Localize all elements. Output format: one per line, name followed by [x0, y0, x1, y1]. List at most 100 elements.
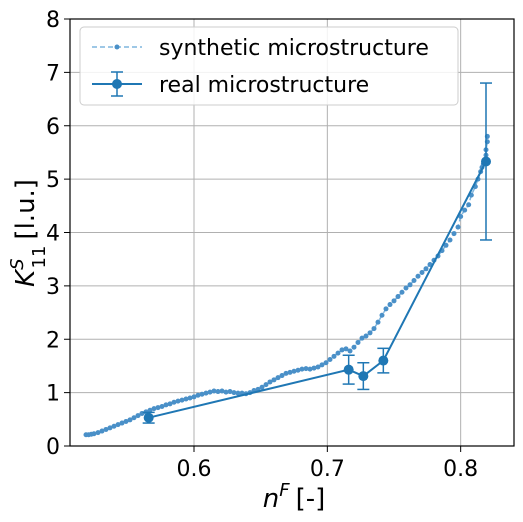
synthetic-point: [443, 242, 449, 248]
x-axis-label-unit: [-]: [296, 484, 326, 514]
synthetic-point: [403, 285, 409, 291]
synthetic-point: [311, 365, 317, 371]
x-axis-label-superscript: F: [279, 480, 290, 501]
synthetic-point: [287, 369, 293, 375]
synthetic-point: [215, 389, 221, 395]
synthetic-series-points: [83, 133, 490, 438]
synthetic-point: [415, 273, 421, 279]
synthetic-point: [91, 431, 97, 437]
legend-entry-synthetic: synthetic microstructure: [92, 36, 429, 61]
synthetic-point: [263, 382, 269, 388]
synthetic-point: [219, 388, 225, 394]
synthetic-point: [179, 397, 185, 403]
y-axis-label-base: K: [11, 268, 41, 287]
synthetic-point: [203, 390, 209, 396]
synthetic-point: [187, 395, 193, 401]
synthetic-point: [155, 405, 161, 411]
synthetic-point: [227, 389, 233, 395]
synthetic-point: [307, 366, 313, 372]
synthetic-point: [466, 202, 472, 208]
legend-real-label: real microstructure: [159, 73, 369, 98]
real-point: [481, 156, 491, 167]
synthetic-point: [111, 423, 117, 429]
x-tick-label: 0.6: [177, 457, 212, 482]
synthetic-point: [379, 312, 385, 318]
synthetic-point: [303, 366, 309, 372]
legend-box: [79, 26, 459, 106]
x-axis-label: nF [-]: [263, 480, 326, 514]
synthetic-point: [275, 375, 281, 381]
synthetic-series: [83, 133, 490, 438]
synthetic-point: [407, 282, 413, 288]
y-tick-label: 6: [46, 115, 60, 140]
real-point: [378, 355, 389, 366]
synthetic-point: [107, 425, 113, 431]
synthetic-point: [199, 391, 205, 397]
synthetic-point: [295, 367, 301, 373]
synthetic-point: [279, 373, 285, 379]
synthetic-point: [167, 401, 173, 407]
synthetic-point: [159, 404, 165, 410]
synthetic-point: [131, 415, 137, 421]
real-series-points: [143, 156, 491, 423]
synthetic-point: [151, 406, 157, 412]
synthetic-point: [195, 392, 201, 398]
synthetic-point: [367, 330, 373, 336]
y-tick-label: 2: [46, 328, 60, 353]
synthetic-point: [395, 294, 401, 300]
legend-entry-real: real microstructure: [92, 71, 369, 98]
synthetic-point: [211, 388, 217, 394]
synthetic-point: [135, 413, 141, 419]
synthetic-point: [235, 390, 241, 396]
synthetic-point: [423, 266, 429, 272]
x-axis-label-base: n: [263, 484, 279, 514]
real-point: [143, 412, 154, 423]
y-axis-label-subscript: 11: [29, 246, 50, 269]
y-tick-label: 1: [46, 382, 60, 407]
synthetic-point: [175, 398, 181, 404]
y-tick-label: 3: [46, 275, 60, 300]
y-tick-label: 4: [46, 222, 60, 247]
y-tick-label: 8: [46, 8, 60, 33]
y-axis-label-superscript: S: [7, 258, 28, 269]
synthetic-point: [351, 344, 357, 350]
y-axis-label-unit: [l.u.]: [11, 179, 41, 240]
synthetic-point: [271, 377, 277, 383]
synthetic-point: [315, 364, 321, 370]
synthetic-point: [327, 357, 333, 363]
real-series-line: [148, 161, 487, 419]
synthetic-point: [259, 384, 265, 390]
synthetic-point: [223, 389, 229, 395]
synthetic-point: [359, 335, 365, 341]
y-tick-label: 0: [46, 435, 60, 460]
synthetic-point: [267, 379, 273, 385]
synthetic-point: [339, 347, 345, 353]
synthetic-point: [323, 360, 329, 366]
synthetic-point: [343, 346, 349, 352]
legend-synthetic-label: synthetic microstructure: [159, 36, 429, 61]
synthetic-point: [207, 389, 213, 395]
synthetic-point: [119, 420, 125, 426]
synthetic-point: [411, 278, 417, 284]
synthetic-point: [123, 418, 129, 424]
y-axis-label: KS11 [l.u.]: [7, 179, 50, 287]
real-point: [343, 364, 354, 375]
synthetic-point: [191, 394, 197, 400]
synthetic-point: [147, 407, 153, 413]
x-axis-ticks: 0.6 0.7 0.8: [177, 446, 478, 482]
y-tick-label: 7: [46, 61, 60, 86]
real-series: [142, 82, 492, 424]
real-point: [358, 371, 369, 382]
synthetic-point: [387, 302, 393, 308]
synthetic-point: [383, 306, 389, 312]
synthetic-point: [455, 224, 461, 230]
synthetic-point: [355, 339, 361, 345]
synthetic-point: [331, 353, 337, 359]
synthetic-point: [95, 430, 101, 436]
synthetic-point: [347, 348, 353, 354]
synthetic-point: [371, 326, 377, 332]
synthetic-point: [299, 366, 305, 372]
synthetic-point: [171, 399, 177, 405]
synthetic-point: [127, 417, 133, 423]
